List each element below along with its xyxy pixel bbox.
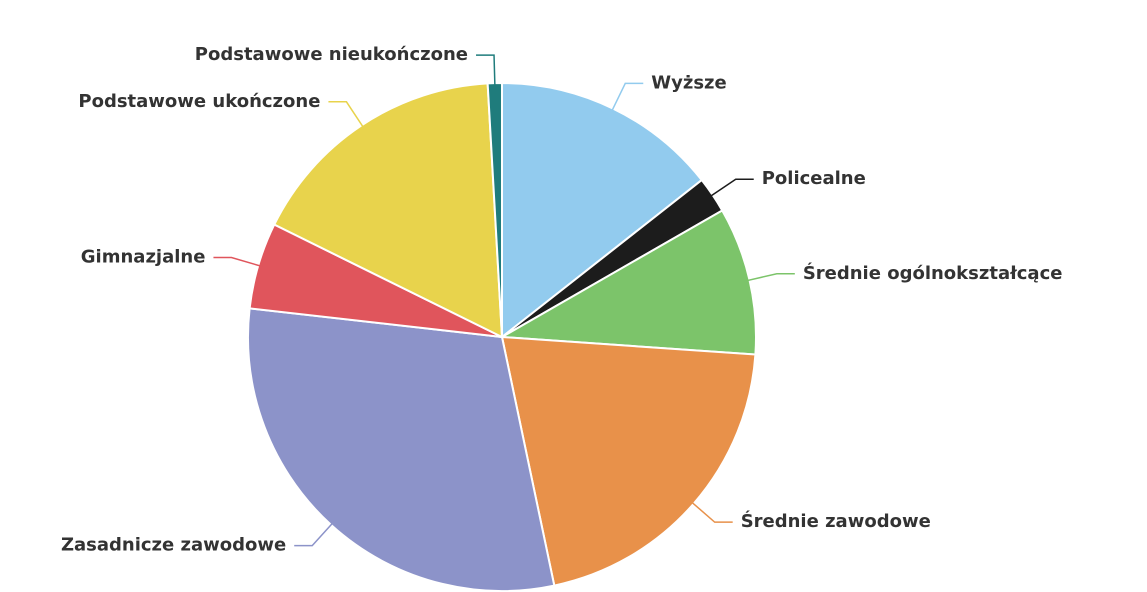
leader-line <box>476 54 496 88</box>
leader-line <box>213 256 263 268</box>
slice-label: Średnie ogólnokształcące <box>803 262 1063 284</box>
slice-label: Wyższe <box>651 72 726 93</box>
leader-line <box>294 521 335 547</box>
slice-label: Zasadnicze zawodowe <box>61 535 286 556</box>
leader-line <box>708 178 754 198</box>
leader-line <box>690 500 733 523</box>
slice-label: Policealne <box>762 168 866 189</box>
slice-label: Średnie zawodowe <box>741 510 931 532</box>
leader-line <box>745 273 795 282</box>
leader-line <box>610 82 644 113</box>
slice-label: Gimnazjalne <box>81 246 206 267</box>
slice-label: Podstawowe ukończone <box>78 91 320 112</box>
slice-label: Podstawowe nieukończone <box>195 44 468 65</box>
leader-line <box>328 101 365 129</box>
